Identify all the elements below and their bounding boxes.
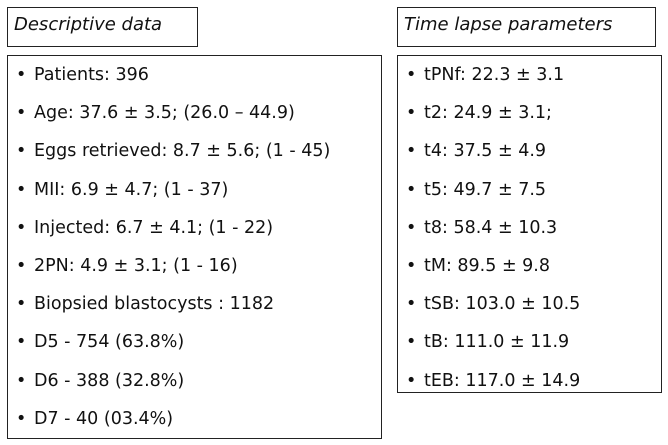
- list-item: tPNf: 22.3 ± 3.1: [406, 62, 661, 100]
- list-item: tB: 111.0 ± 11.9: [406, 329, 661, 367]
- list-item: Biopsied blastocysts : 1182: [16, 291, 381, 329]
- list-item: D7 - 40 (03.4%): [16, 406, 381, 444]
- list-item: Eggs retrieved: 8.7 ± 5.6; (1 - 45): [16, 138, 381, 176]
- left-panel: Patients: 396Age: 37.6 ± 3.5; (26.0 – 44…: [7, 55, 382, 439]
- list-item: Patients: 396: [16, 62, 381, 100]
- list-item: t5: 49.7 ± 7.5: [406, 177, 661, 215]
- list-item: MII: 6.9 ± 4.7; (1 - 37): [16, 177, 381, 215]
- list-item: D5 - 754 (63.8%): [16, 329, 381, 367]
- left-list: Patients: 396Age: 37.6 ± 3.5; (26.0 – 44…: [8, 56, 381, 444]
- right-panel: tPNf: 22.3 ± 3.1t2: 24.9 ± 3.1;t4: 37.5 …: [397, 55, 662, 393]
- list-item: t4: 37.5 ± 4.9: [406, 138, 661, 176]
- list-item: t2: 24.9 ± 3.1;: [406, 100, 661, 138]
- right-title: Time lapse parameters: [397, 7, 656, 47]
- list-item: t8: 58.4 ± 10.3: [406, 215, 661, 253]
- list-item: Injected: 6.7 ± 4.1; (1 - 22): [16, 215, 381, 253]
- list-item: tSB: 103.0 ± 10.5: [406, 291, 661, 329]
- list-item: tM: 89.5 ± 9.8: [406, 253, 661, 291]
- list-item: 2PN: 4.9 ± 3.1; (1 - 16): [16, 253, 381, 291]
- right-list: tPNf: 22.3 ± 3.1t2: 24.9 ± 3.1;t4: 37.5 …: [398, 56, 661, 406]
- left-title: Descriptive data: [7, 7, 198, 47]
- list-item: tEB: 117.0 ± 14.9: [406, 368, 661, 406]
- list-item: Age: 37.6 ± 3.5; (26.0 – 44.9): [16, 100, 381, 138]
- list-item: D6 - 388 (32.8%): [16, 368, 381, 406]
